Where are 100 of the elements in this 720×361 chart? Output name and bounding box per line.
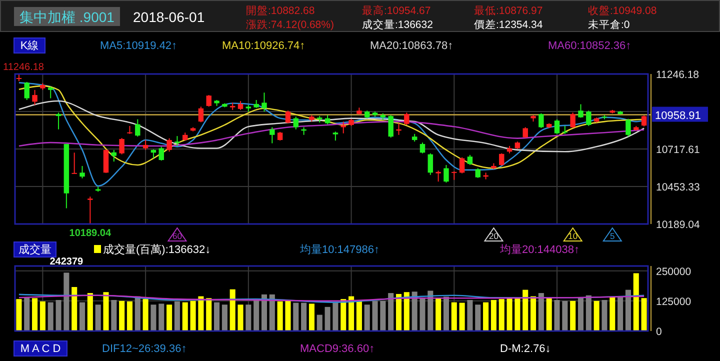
text: MA20:10863.78↑: [370, 40, 454, 52]
bar: [546, 298, 552, 331]
text: 漲跌:74.12(0.68%): [246, 19, 334, 31]
line-series: [18, 100, 645, 152]
bar: [594, 300, 600, 331]
candlestick: [475, 168, 480, 178]
data-label: 242379: [50, 256, 84, 268]
bar: [586, 295, 592, 331]
bar: [372, 300, 378, 331]
annotation: 11246.18: [3, 62, 44, 73]
candlestick: [119, 138, 124, 155]
bar: [356, 300, 362, 331]
bar: [610, 296, 616, 331]
candlestick: [103, 148, 109, 174]
candlestick: [578, 104, 584, 118]
bar: [483, 302, 489, 331]
bar: [103, 292, 109, 331]
candlestick: [499, 152, 504, 166]
bar: [16, 299, 22, 331]
candlestick: [538, 112, 544, 128]
text: 2018-06-01: [133, 9, 205, 25]
bar: [348, 296, 354, 331]
candlestick: [135, 118, 140, 138]
bar: [301, 302, 307, 331]
text: 均量20:144038↑: [499, 244, 580, 256]
candlestick: [262, 92, 267, 112]
candlestick: [459, 156, 465, 174]
bar: [254, 299, 260, 331]
bar: [602, 300, 608, 331]
annotation: 10189.04: [69, 228, 112, 239]
line-series: [18, 120, 645, 147]
candlestick: [293, 116, 299, 130]
bar: [246, 304, 252, 331]
text: 集中加權 .9001: [20, 9, 115, 25]
y-tick-label: 11246.18: [656, 69, 700, 81]
bar: [641, 298, 647, 331]
text: 20: [488, 231, 499, 241]
candlestick: [467, 154, 473, 166]
bar: [412, 292, 418, 331]
bar: [87, 293, 93, 331]
text: 開盤:10882.68: [246, 5, 315, 17]
bar: [324, 306, 330, 331]
bar: [443, 296, 449, 331]
candlestick: [522, 126, 528, 138]
bar: [506, 298, 512, 331]
y-tick-label: 250000: [656, 266, 692, 278]
text: 最低:10876.97: [474, 5, 543, 17]
bar: [428, 290, 434, 331]
bar: [95, 304, 101, 331]
candlestick: [554, 118, 560, 134]
candlestick: [88, 196, 93, 224]
text: 價差:12354.34: [474, 19, 543, 31]
candlestick: [32, 89, 38, 106]
chart-title: 成交量: [18, 243, 52, 256]
candlestick: [586, 110, 592, 126]
bar: [475, 304, 481, 331]
text: 收盤:10949.08: [588, 5, 657, 17]
candlestick: [340, 121, 346, 134]
bar: [451, 302, 457, 331]
bar: [238, 304, 244, 331]
bar: [562, 300, 568, 331]
candlestick: [641, 114, 647, 127]
text: DIF12~26:39.36↑: [102, 343, 187, 355]
candlestick: [428, 152, 434, 176]
candlestick: [270, 126, 275, 144]
text: 60: [172, 231, 182, 241]
candlestick: [158, 146, 164, 162]
candlestick: [626, 118, 631, 138]
text: D-M:2.76↓: [500, 343, 551, 355]
candlestick: [166, 138, 172, 152]
bar: [198, 296, 204, 331]
bar: [134, 296, 140, 331]
candlestick: [80, 165, 85, 179]
y-tick-label: 10453.33: [656, 182, 700, 194]
bar: [514, 298, 520, 331]
candlestick: [404, 112, 410, 126]
candlestick: [56, 112, 62, 130]
bar: [166, 304, 172, 331]
y-tick-label: 0: [656, 326, 662, 338]
candlestick: [444, 164, 449, 184]
bar: [72, 287, 78, 331]
ref-line-label: 10958.91: [655, 110, 701, 122]
bar: [269, 294, 275, 331]
candlestick: [388, 114, 394, 138]
bar: [625, 290, 631, 331]
bar: [206, 298, 212, 331]
bar: [214, 302, 220, 331]
text: 5: [610, 231, 616, 241]
candlestick: [174, 136, 180, 146]
bar: [142, 299, 148, 331]
bar: [396, 294, 402, 331]
bar: [530, 296, 536, 331]
bar: [174, 301, 180, 331]
bar: [404, 292, 410, 331]
bar: [570, 300, 576, 331]
text: MA60:10852.36↑: [548, 40, 632, 52]
bar: [126, 301, 132, 331]
candlestick: [48, 86, 54, 99]
bar: [293, 302, 299, 331]
bar: [578, 298, 584, 331]
